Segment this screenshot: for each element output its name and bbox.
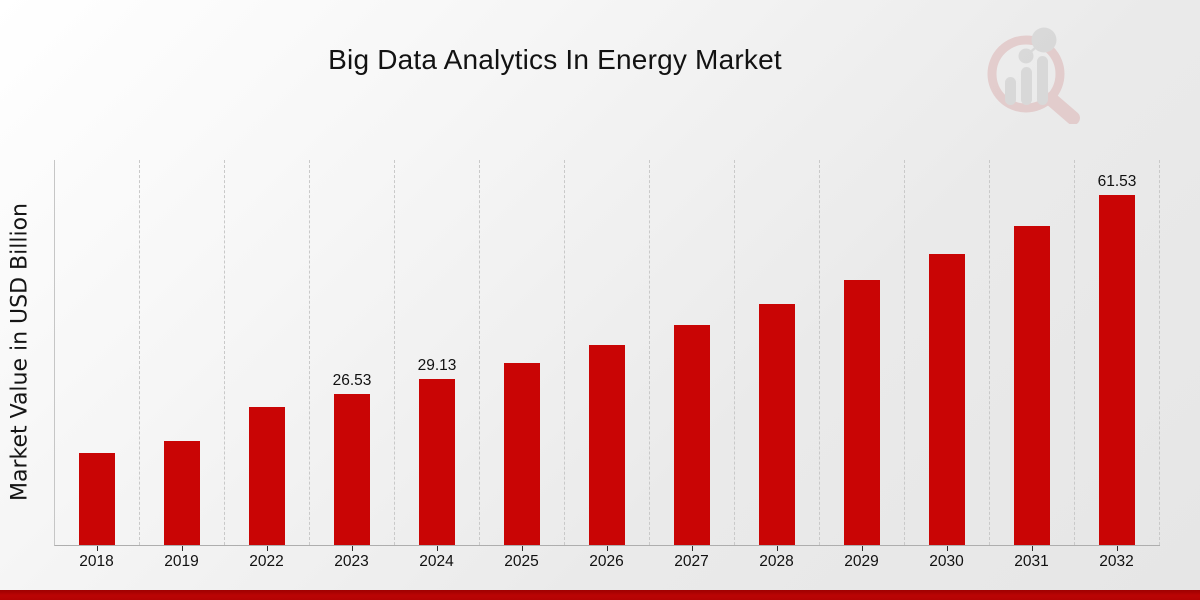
category-cell-2029 [820, 160, 905, 551]
x-tick-label-2028: 2028 [759, 553, 794, 570]
category-cell-2024: 29.13 [395, 160, 480, 551]
category-cell-2026 [565, 160, 650, 551]
x-axis-tick-2029 [862, 546, 863, 551]
bar-2018 [79, 453, 115, 545]
x-tick-label-2029: 2029 [844, 553, 879, 570]
bar-2026 [589, 345, 625, 545]
x-axis-tick-2019 [182, 546, 183, 551]
bar-2028 [759, 304, 795, 545]
x-axis-tick-2032 [1117, 546, 1118, 551]
x-tick-label-2025: 2025 [504, 553, 539, 570]
x-tick-label-2018: 2018 [79, 553, 114, 570]
x-tick-label-2022: 2022 [249, 553, 284, 570]
bar-2029 [844, 280, 880, 545]
x-axis-tick-2024 [437, 546, 438, 551]
bar-value-label-2032: 61.53 [1097, 172, 1137, 190]
bar-2032 [1099, 195, 1135, 545]
bar-value-label-2024: 29.13 [417, 356, 457, 374]
x-tick-label-2026: 2026 [589, 553, 624, 570]
x-axis-tick-2025 [522, 546, 523, 551]
x-tick-label-2024: 2024 [419, 553, 454, 570]
bar-2022 [249, 407, 285, 545]
category-cell-2027 [650, 160, 735, 551]
bar-2025 [504, 363, 540, 545]
category-cell-2025 [480, 160, 565, 551]
category-cell-2031 [990, 160, 1075, 551]
chart-title: Big Data Analytics In Energy Market [328, 44, 782, 75]
category-cell-2018 [55, 160, 140, 551]
x-tick-label-2031: 2031 [1014, 553, 1049, 570]
brand-watermark-logo [980, 22, 1088, 125]
x-axis-labels: 2018 2019 2022 2023 2024 2025 2026 2027 2028 2029… [54, 553, 1159, 571]
bar-2030 [929, 254, 965, 545]
x-axis-tick-2031 [1032, 546, 1033, 551]
x-axis-tick-2028 [777, 546, 778, 551]
x-tick-label-2032: 2032 [1099, 553, 1134, 570]
x-axis-tick-2027 [692, 546, 693, 551]
x-axis-tick-2018 [97, 546, 98, 551]
category-cell-2023: 26.53 [310, 160, 395, 551]
bar-2031 [1014, 226, 1050, 545]
bar-value-label-2023: 26.53 [332, 371, 372, 389]
x-tick-label-2027: 2027 [674, 553, 709, 570]
category-cell-2028 [735, 160, 820, 551]
plot-area: 26.53 29.13 61.53 [54, 160, 1160, 551]
x-axis-tick-2026 [607, 546, 608, 551]
x-axis-tick-2022 [267, 546, 268, 551]
category-cell-2030 [905, 160, 990, 551]
category-cell-2022 [225, 160, 310, 551]
x-axis-tick-2030 [947, 546, 948, 551]
category-cell-2019 [140, 160, 225, 551]
bar-2019 [164, 441, 200, 545]
bar-2024 [419, 379, 455, 545]
x-tick-label-2019: 2019 [164, 553, 199, 570]
bar-2023 [334, 394, 370, 545]
y-axis-label: Market Value in USD Billion [7, 202, 33, 502]
x-tick-label-2030: 2030 [929, 553, 964, 570]
x-axis-tick-2023 [352, 546, 353, 551]
x-tick-label-2023: 2023 [334, 553, 369, 570]
magnifier-bar-chart-icon [987, 27, 1080, 125]
bar-2027 [674, 325, 710, 545]
footer-accent-bar [0, 590, 1200, 600]
category-cell-2032: 61.53 [1075, 160, 1160, 551]
